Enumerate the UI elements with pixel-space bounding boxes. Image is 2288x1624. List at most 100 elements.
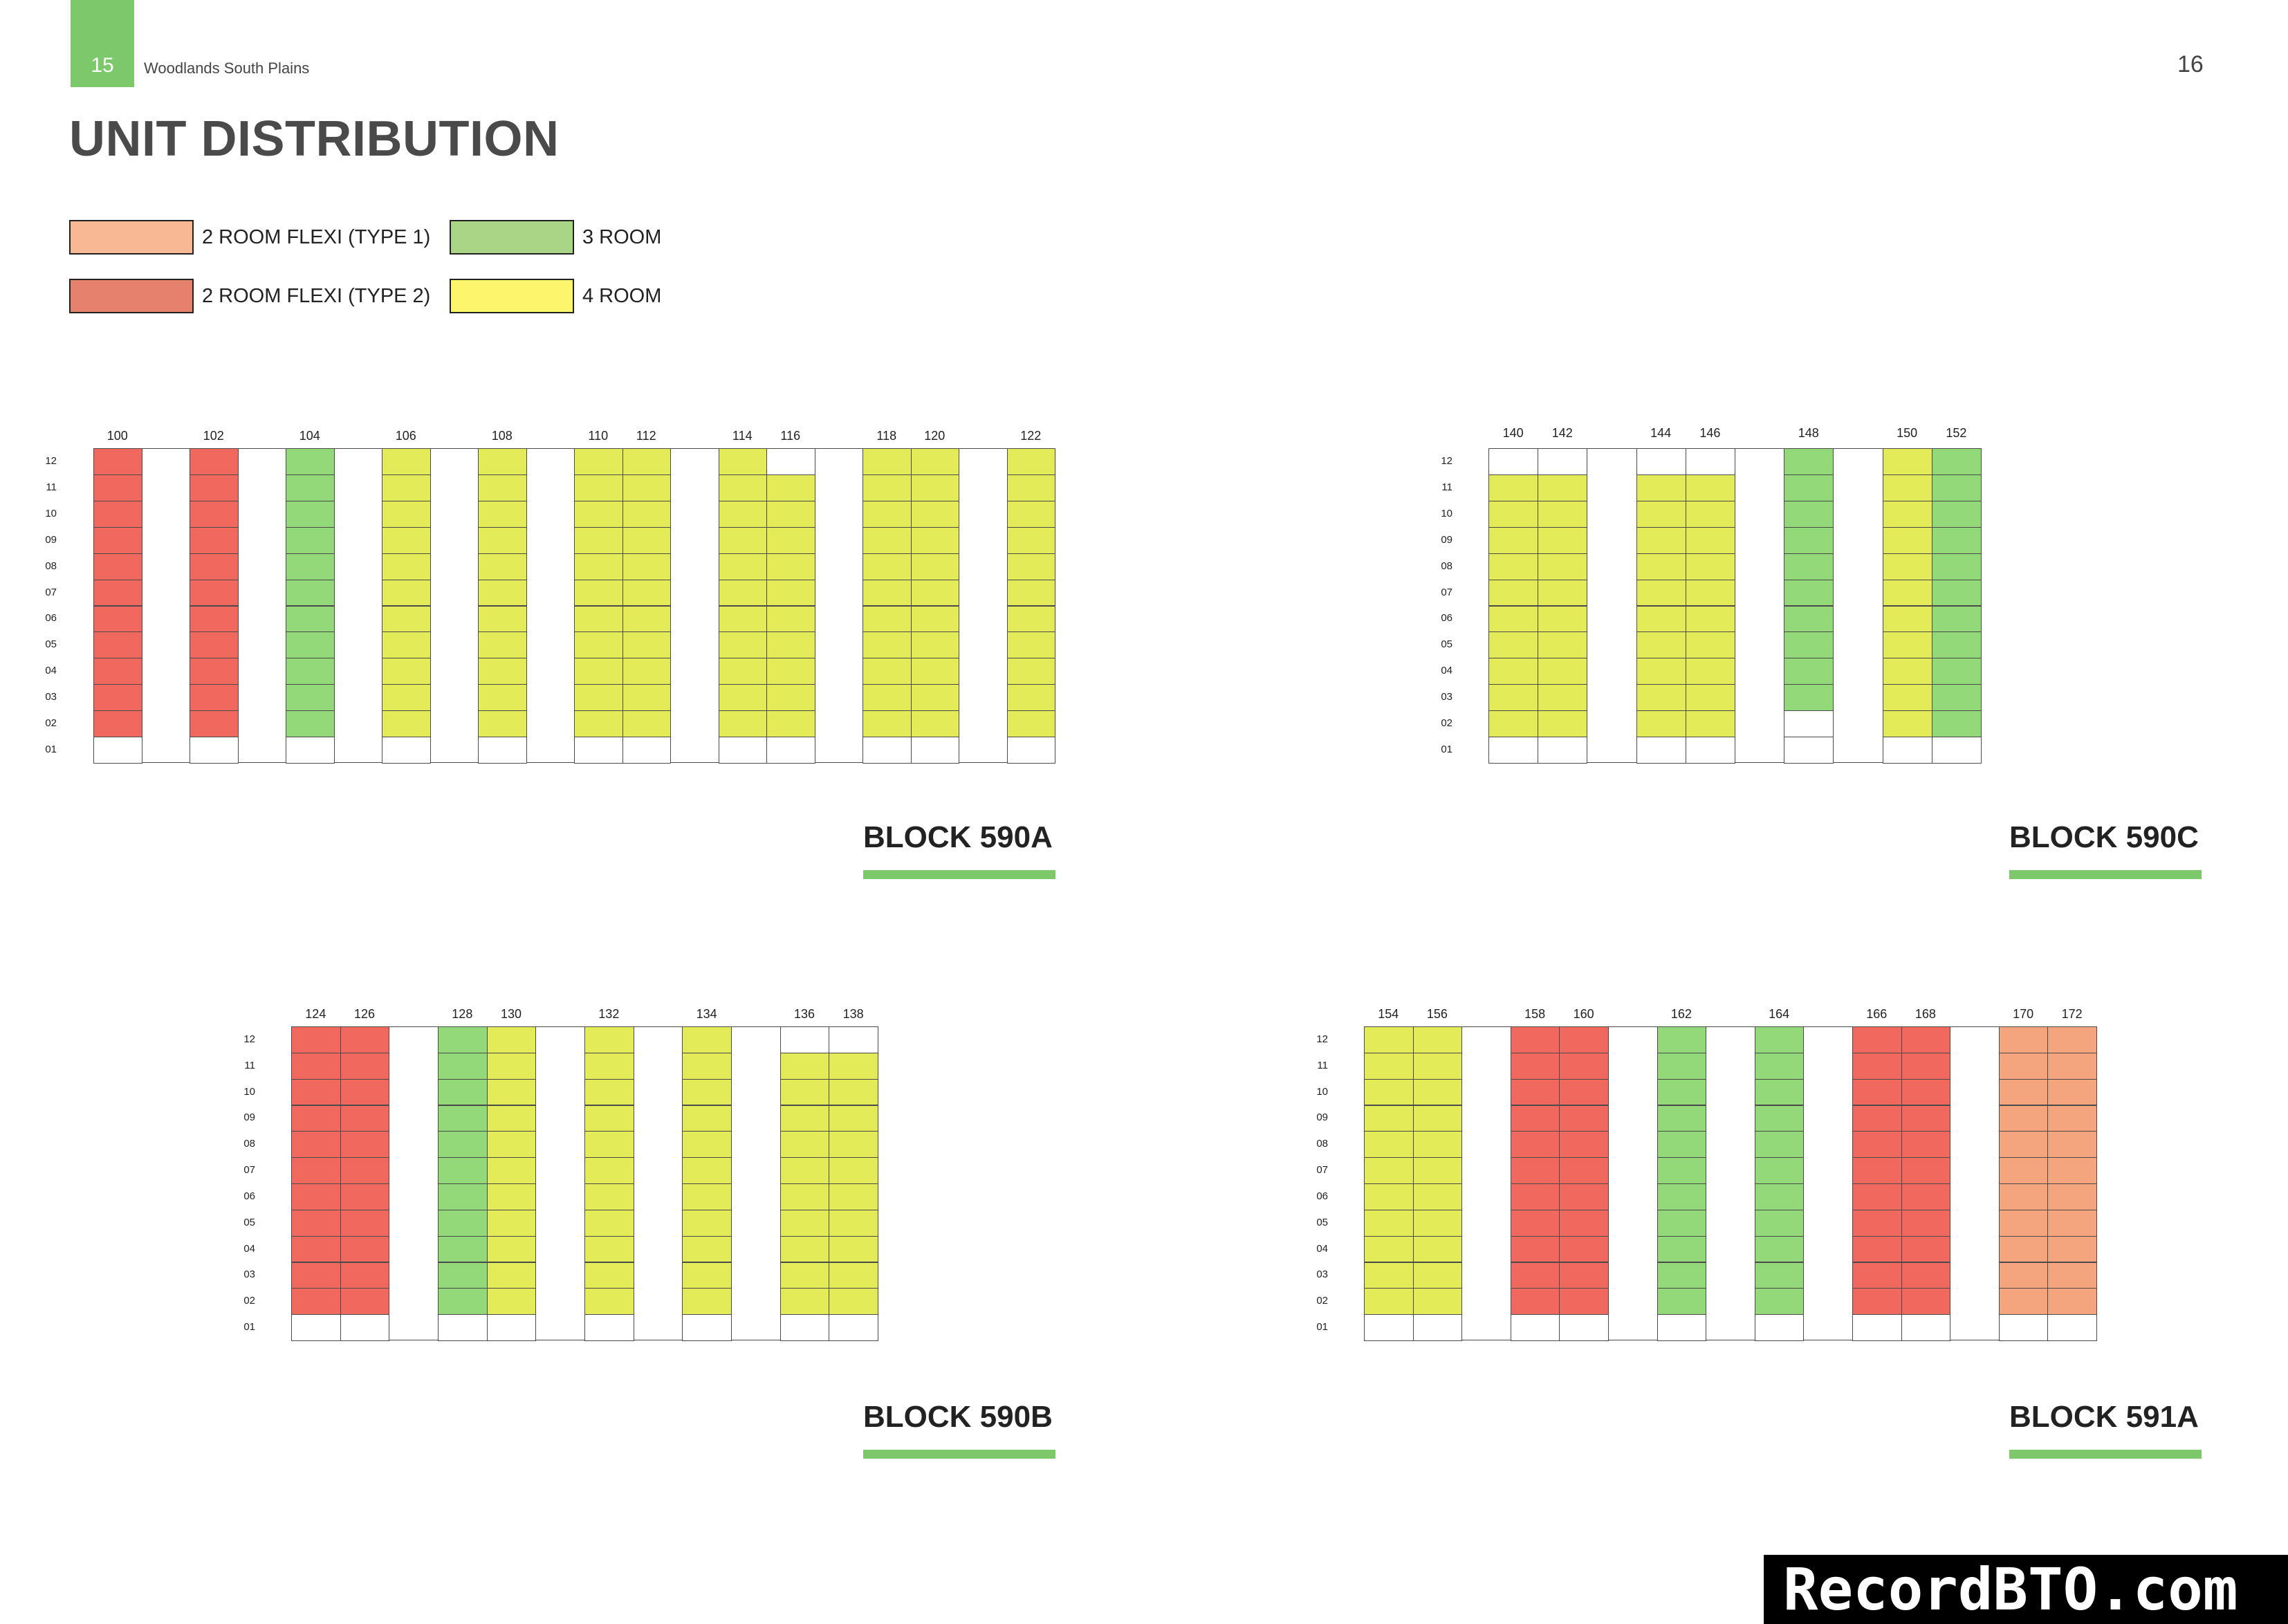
- floor-label: 02: [45, 717, 57, 730]
- unit-cell: [1882, 474, 1932, 501]
- unit-cell: [584, 1235, 634, 1263]
- floor-label: 03: [45, 691, 57, 703]
- unit-cell: [2047, 1131, 2097, 1159]
- unit-cell: [574, 553, 623, 580]
- unit-cell: [2047, 1105, 2097, 1132]
- floor-label: 05: [243, 1216, 255, 1228]
- unit-cell: [682, 1052, 732, 1080]
- unit-cell: [1784, 448, 1834, 475]
- unit-cell: [829, 1262, 878, 1289]
- unit-cell: [1931, 579, 1982, 607]
- unit-cell: [779, 1078, 830, 1106]
- unit-cell: [766, 684, 815, 712]
- unit-cell: [1412, 1288, 1463, 1316]
- unit-cell: [291, 1262, 341, 1289]
- unit-cell: [486, 1235, 537, 1263]
- unit-cell: [291, 1157, 341, 1184]
- unit-cell: [286, 500, 335, 528]
- unit-cell: [1538, 737, 1588, 764]
- unit-cell: [1412, 1052, 1463, 1080]
- unit-cell: [478, 474, 527, 501]
- unit-cell: [1559, 1105, 1609, 1132]
- floor-label: 09: [1316, 1111, 1328, 1124]
- unit-cell: [1538, 448, 1588, 475]
- unit-cell: [682, 1209, 732, 1237]
- unit-cell: [93, 658, 142, 685]
- unit-cell: [190, 658, 239, 685]
- unit-cell: [1006, 553, 1055, 580]
- unit-cell: [1657, 1262, 1707, 1289]
- unit-cell: [286, 737, 335, 764]
- unit-cell: [190, 579, 239, 607]
- unit-cell: [1998, 1209, 2049, 1237]
- unit-cell: [286, 448, 335, 475]
- unit-cell: [1882, 526, 1932, 554]
- unit-cell: [829, 1052, 878, 1080]
- unit-cell: [1006, 631, 1055, 659]
- page-number-right: 16: [2177, 51, 2204, 77]
- stack-label: 128: [452, 1007, 473, 1021]
- unit-grid-590a: [93, 448, 1055, 764]
- unit-cell: [340, 1105, 390, 1132]
- unit-cell: [1784, 526, 1834, 554]
- unit-cell: [1636, 658, 1686, 685]
- unit-cell: [1510, 1157, 1560, 1184]
- unit-cell: [1488, 605, 1539, 633]
- unit-cell: [910, 684, 959, 712]
- unit-cell: [382, 579, 431, 607]
- stack-label: 142: [1551, 426, 1573, 440]
- unit-cell: [1882, 631, 1932, 659]
- unit-cell: [486, 1314, 537, 1341]
- unit-cell: [478, 579, 527, 607]
- stack-label: 164: [1769, 1007, 1790, 1021]
- floor-label: 12: [45, 454, 57, 467]
- unit-cell: [2047, 1262, 2097, 1289]
- unit-cell: [1931, 500, 1982, 528]
- unit-cell: [1364, 1131, 1414, 1159]
- unit-cell: [622, 684, 671, 712]
- unit-cell: [340, 1052, 390, 1080]
- unit-cell: [1510, 1105, 1560, 1132]
- unit-cell: [1006, 448, 1055, 475]
- unit-cell: [1754, 1288, 1805, 1316]
- unit-cell: [682, 1235, 732, 1263]
- unit-cell: [829, 1131, 878, 1159]
- stack-label: 130: [500, 1007, 522, 1021]
- unit-cell: [584, 1105, 634, 1132]
- unit-cell: [1412, 1314, 1463, 1341]
- unit-cell: [438, 1314, 488, 1341]
- stack-label: 154: [1378, 1007, 1399, 1021]
- unit-cell: [1998, 1288, 2049, 1316]
- unit-cell: [1636, 737, 1686, 764]
- floor-label: 01: [45, 744, 57, 756]
- stack-label: 158: [1524, 1007, 1546, 1021]
- unit-cell: [574, 448, 623, 475]
- unit-cell: [862, 579, 912, 607]
- unit-cell: [1510, 1288, 1560, 1316]
- unit-cell: [382, 631, 431, 659]
- unit-cell: [438, 1105, 488, 1132]
- unit-cell: [1998, 1131, 2049, 1159]
- unit-cell: [1685, 737, 1735, 764]
- unit-cell: [1998, 1105, 2049, 1132]
- floor-label: 07: [243, 1164, 255, 1177]
- floor-label: 09: [45, 533, 57, 546]
- unit-cell: [1852, 1288, 1902, 1316]
- unit-cell: [1754, 1078, 1805, 1106]
- unit-cell: [1852, 1262, 1902, 1289]
- unit-cell: [1488, 448, 1539, 475]
- floor-label: 12: [243, 1033, 255, 1045]
- unit-cell: [1636, 579, 1686, 607]
- unit-cell: [574, 526, 623, 554]
- floor-label: 09: [1441, 533, 1452, 546]
- unit-cell: [1657, 1052, 1707, 1080]
- unit-cell: [1559, 1157, 1609, 1184]
- unit-cell: [340, 1288, 390, 1316]
- stack-label: 120: [924, 429, 945, 443]
- unit-cell: [766, 448, 815, 475]
- unit-cell: [190, 474, 239, 501]
- unit-cell: [2047, 1235, 2097, 1263]
- unit-cell: [779, 1262, 830, 1289]
- legend-swatch: [69, 279, 194, 313]
- unit-cell: [1488, 631, 1539, 659]
